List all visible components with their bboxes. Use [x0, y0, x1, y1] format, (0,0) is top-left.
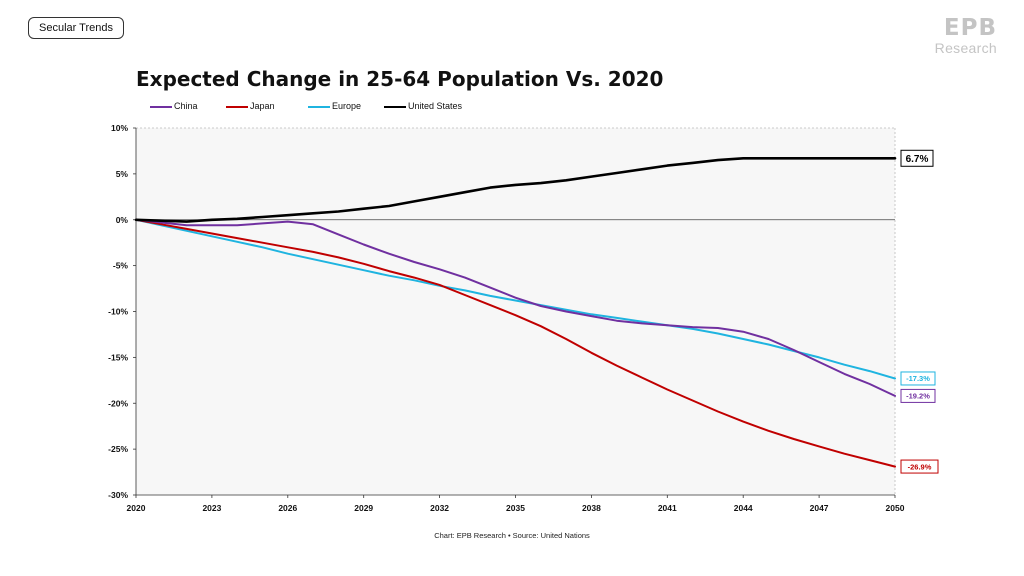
- x-tick-label: 2026: [278, 503, 297, 513]
- y-tick-label: -10%: [108, 307, 128, 317]
- legend-item-china: China: [150, 100, 198, 114]
- chart-title: Expected Change in 25-64 Population Vs. …: [136, 67, 664, 91]
- end-label-box-europe: [900, 371, 936, 386]
- x-tick-label: 2050: [886, 503, 905, 513]
- end-label-united-states: 6.7%: [906, 154, 929, 165]
- x-tick-label: 2047: [810, 503, 829, 513]
- legend-swatch-europe: [308, 105, 330, 108]
- legend-label-europe: Europe: [332, 101, 362, 111]
- y-tick-label: -5%: [113, 261, 129, 271]
- y-tick-label: -30%: [108, 490, 128, 500]
- x-tick-label: 2023: [202, 503, 221, 513]
- brand-logo: EPB Research: [925, 16, 997, 56]
- legend-swatch-united-states: [384, 105, 406, 108]
- legend-item-japan: Japan: [226, 100, 275, 114]
- x-tick-label: 2044: [734, 503, 753, 513]
- x-tick-label: 2029: [354, 503, 373, 513]
- legend-label-united-states: United States: [408, 101, 463, 111]
- legend-swatch-japan: [226, 105, 248, 108]
- legend-label-china: China: [174, 101, 198, 111]
- end-label-box-japan: [900, 459, 939, 474]
- series-line-europe: [135, 218, 896, 380]
- x-tick-label: 2041: [658, 503, 677, 513]
- logo-text: Research: [934, 40, 997, 56]
- end-label-box-china: [900, 388, 936, 403]
- y-tick-label: -25%: [108, 444, 128, 454]
- legend-item-united-states: United States: [384, 100, 462, 114]
- end-label-china: -19.2%: [906, 392, 930, 401]
- legend-swatch-china: [150, 105, 172, 108]
- series-line-japan: [135, 218, 896, 468]
- x-tick-label: 2020: [127, 503, 146, 513]
- y-tick-label: -15%: [108, 352, 128, 362]
- chart-source-note: Chart: EPB Research • Source: United Nat…: [434, 531, 590, 540]
- end-label-japan: -26.9%: [908, 462, 932, 471]
- series-line-china: [135, 218, 896, 397]
- x-tick-label: 2038: [582, 503, 601, 513]
- logo-mark: EPB: [943, 15, 997, 41]
- plot-area: [136, 128, 895, 495]
- y-tick-label: 5%: [116, 169, 129, 179]
- series-line-united-states: [134, 157, 897, 223]
- end-label-box-united-states: [900, 149, 934, 167]
- x-tick-label: 2032: [430, 503, 449, 513]
- x-tick-label: 2035: [506, 503, 525, 513]
- y-tick-label: -20%: [108, 398, 128, 408]
- legend-label-japan: Japan: [250, 101, 275, 111]
- end-label-europe: -17.3%: [906, 374, 930, 383]
- section-tag: Secular Trends: [28, 17, 124, 39]
- y-tick-label: 0%: [116, 215, 129, 225]
- legend-item-europe: Europe: [308, 100, 361, 114]
- y-tick-label: 10%: [111, 123, 128, 133]
